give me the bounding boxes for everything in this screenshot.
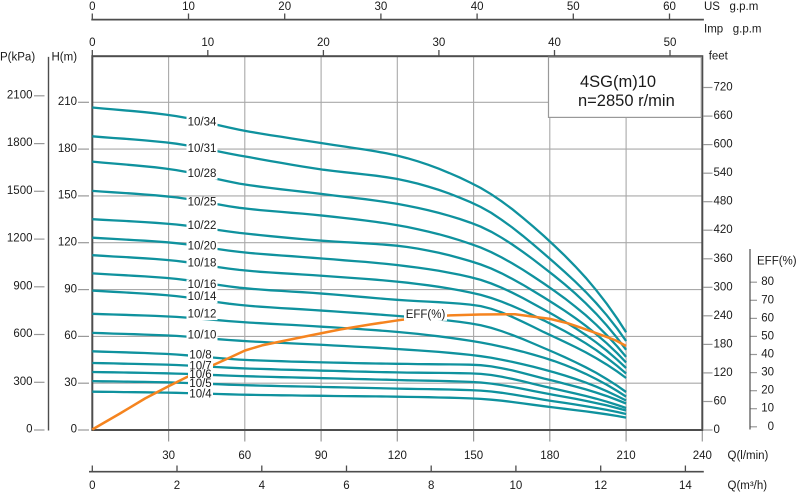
svg-text:180: 180: [540, 450, 559, 462]
svg-text:60: 60: [64, 330, 77, 342]
svg-text:Q(l/min): Q(l/min): [728, 450, 769, 462]
svg-text:60: 60: [238, 450, 251, 462]
svg-text:4: 4: [259, 480, 266, 492]
svg-text:10: 10: [201, 37, 214, 49]
svg-text:Q(m³/h): Q(m³/h): [728, 480, 768, 492]
svg-text:240: 240: [693, 450, 712, 462]
svg-text:P(kPa): P(kPa): [0, 52, 35, 64]
svg-text:90: 90: [64, 283, 77, 295]
svg-text:1500: 1500: [7, 185, 33, 197]
svg-text:0: 0: [26, 424, 32, 436]
svg-text:0: 0: [768, 421, 774, 433]
svg-text:10/31: 10/31: [188, 143, 217, 155]
svg-text:10/10: 10/10: [188, 330, 217, 342]
svg-text:30: 30: [162, 450, 175, 462]
svg-text:10/14: 10/14: [188, 291, 217, 303]
svg-text:600: 600: [13, 328, 32, 340]
svg-text:720: 720: [714, 82, 733, 94]
svg-text:300: 300: [714, 281, 733, 293]
svg-text:30: 30: [375, 1, 388, 13]
svg-text:10/18: 10/18: [188, 258, 217, 270]
svg-text:10/20: 10/20: [188, 241, 217, 253]
svg-text:10/5: 10/5: [189, 378, 211, 390]
svg-text:120: 120: [58, 236, 77, 248]
svg-text:EFF(%): EFF(%): [406, 309, 446, 321]
svg-text:180: 180: [58, 143, 77, 155]
svg-text:660: 660: [714, 110, 733, 122]
svg-text:20: 20: [761, 385, 774, 397]
svg-text:10: 10: [510, 480, 523, 492]
svg-text:0: 0: [71, 424, 77, 436]
svg-text:20: 20: [278, 1, 291, 13]
svg-text:1200: 1200: [7, 233, 33, 245]
svg-text:10/16: 10/16: [188, 279, 217, 291]
svg-text:80: 80: [761, 276, 774, 288]
svg-text:0: 0: [89, 480, 95, 492]
svg-text:US g.p.m: US g.p.m: [704, 1, 758, 13]
svg-text:2: 2: [174, 480, 180, 492]
svg-text:4SG(m)10: 4SG(m)10: [580, 73, 656, 91]
svg-text:0: 0: [89, 37, 95, 49]
svg-text:120: 120: [388, 450, 407, 462]
svg-text:210: 210: [617, 450, 636, 462]
svg-text:60: 60: [714, 396, 727, 408]
svg-text:10: 10: [182, 1, 195, 13]
svg-text:90: 90: [315, 450, 328, 462]
svg-text:10/12: 10/12: [188, 308, 217, 320]
svg-text:10/8: 10/8: [189, 349, 211, 361]
svg-text:210: 210: [58, 96, 77, 108]
svg-text:0: 0: [89, 1, 95, 13]
svg-text:12: 12: [594, 480, 607, 492]
svg-text:120: 120: [714, 367, 733, 379]
svg-text:480: 480: [714, 196, 733, 208]
svg-text:0: 0: [714, 424, 720, 436]
svg-text:14: 14: [679, 480, 692, 492]
svg-text:30: 30: [761, 367, 774, 379]
svg-text:540: 540: [714, 167, 733, 179]
svg-text:40: 40: [761, 349, 774, 361]
svg-text:40: 40: [471, 1, 484, 13]
svg-text:EFF(%): EFF(%): [757, 256, 797, 268]
svg-text:Imp g.p.m: Imp g.p.m: [704, 24, 762, 36]
svg-text:2100: 2100: [7, 89, 33, 101]
svg-text:30: 30: [64, 377, 77, 389]
svg-text:150: 150: [58, 190, 77, 202]
svg-text:150: 150: [464, 450, 483, 462]
svg-text:60: 60: [761, 312, 774, 324]
svg-text:10/22: 10/22: [188, 220, 217, 232]
svg-text:900: 900: [13, 280, 32, 292]
svg-text:10: 10: [761, 403, 774, 415]
svg-text:H(m): H(m): [52, 52, 78, 64]
svg-text:30: 30: [433, 37, 446, 49]
svg-text:8: 8: [428, 480, 434, 492]
svg-text:240: 240: [714, 310, 733, 322]
svg-text:10/34: 10/34: [188, 117, 217, 129]
svg-text:70: 70: [761, 294, 774, 306]
svg-text:50: 50: [567, 1, 580, 13]
svg-text:feet: feet: [709, 51, 729, 63]
svg-text:10/6: 10/6: [189, 369, 211, 381]
svg-text:50: 50: [761, 330, 774, 342]
svg-text:n=2850 r/min: n=2850 r/min: [578, 92, 675, 110]
svg-text:50: 50: [664, 37, 677, 49]
svg-text:10/25: 10/25: [188, 197, 217, 209]
svg-text:60: 60: [663, 1, 676, 13]
svg-text:600: 600: [714, 139, 733, 151]
svg-text:20: 20: [317, 37, 330, 49]
svg-text:10/4: 10/4: [189, 388, 212, 400]
svg-text:300: 300: [13, 376, 32, 388]
svg-text:40: 40: [548, 37, 561, 49]
svg-text:1800: 1800: [7, 137, 33, 149]
svg-text:360: 360: [714, 253, 733, 265]
svg-text:420: 420: [714, 224, 733, 236]
svg-text:180: 180: [714, 338, 733, 350]
svg-text:6: 6: [343, 480, 349, 492]
svg-text:10/28: 10/28: [188, 168, 217, 180]
